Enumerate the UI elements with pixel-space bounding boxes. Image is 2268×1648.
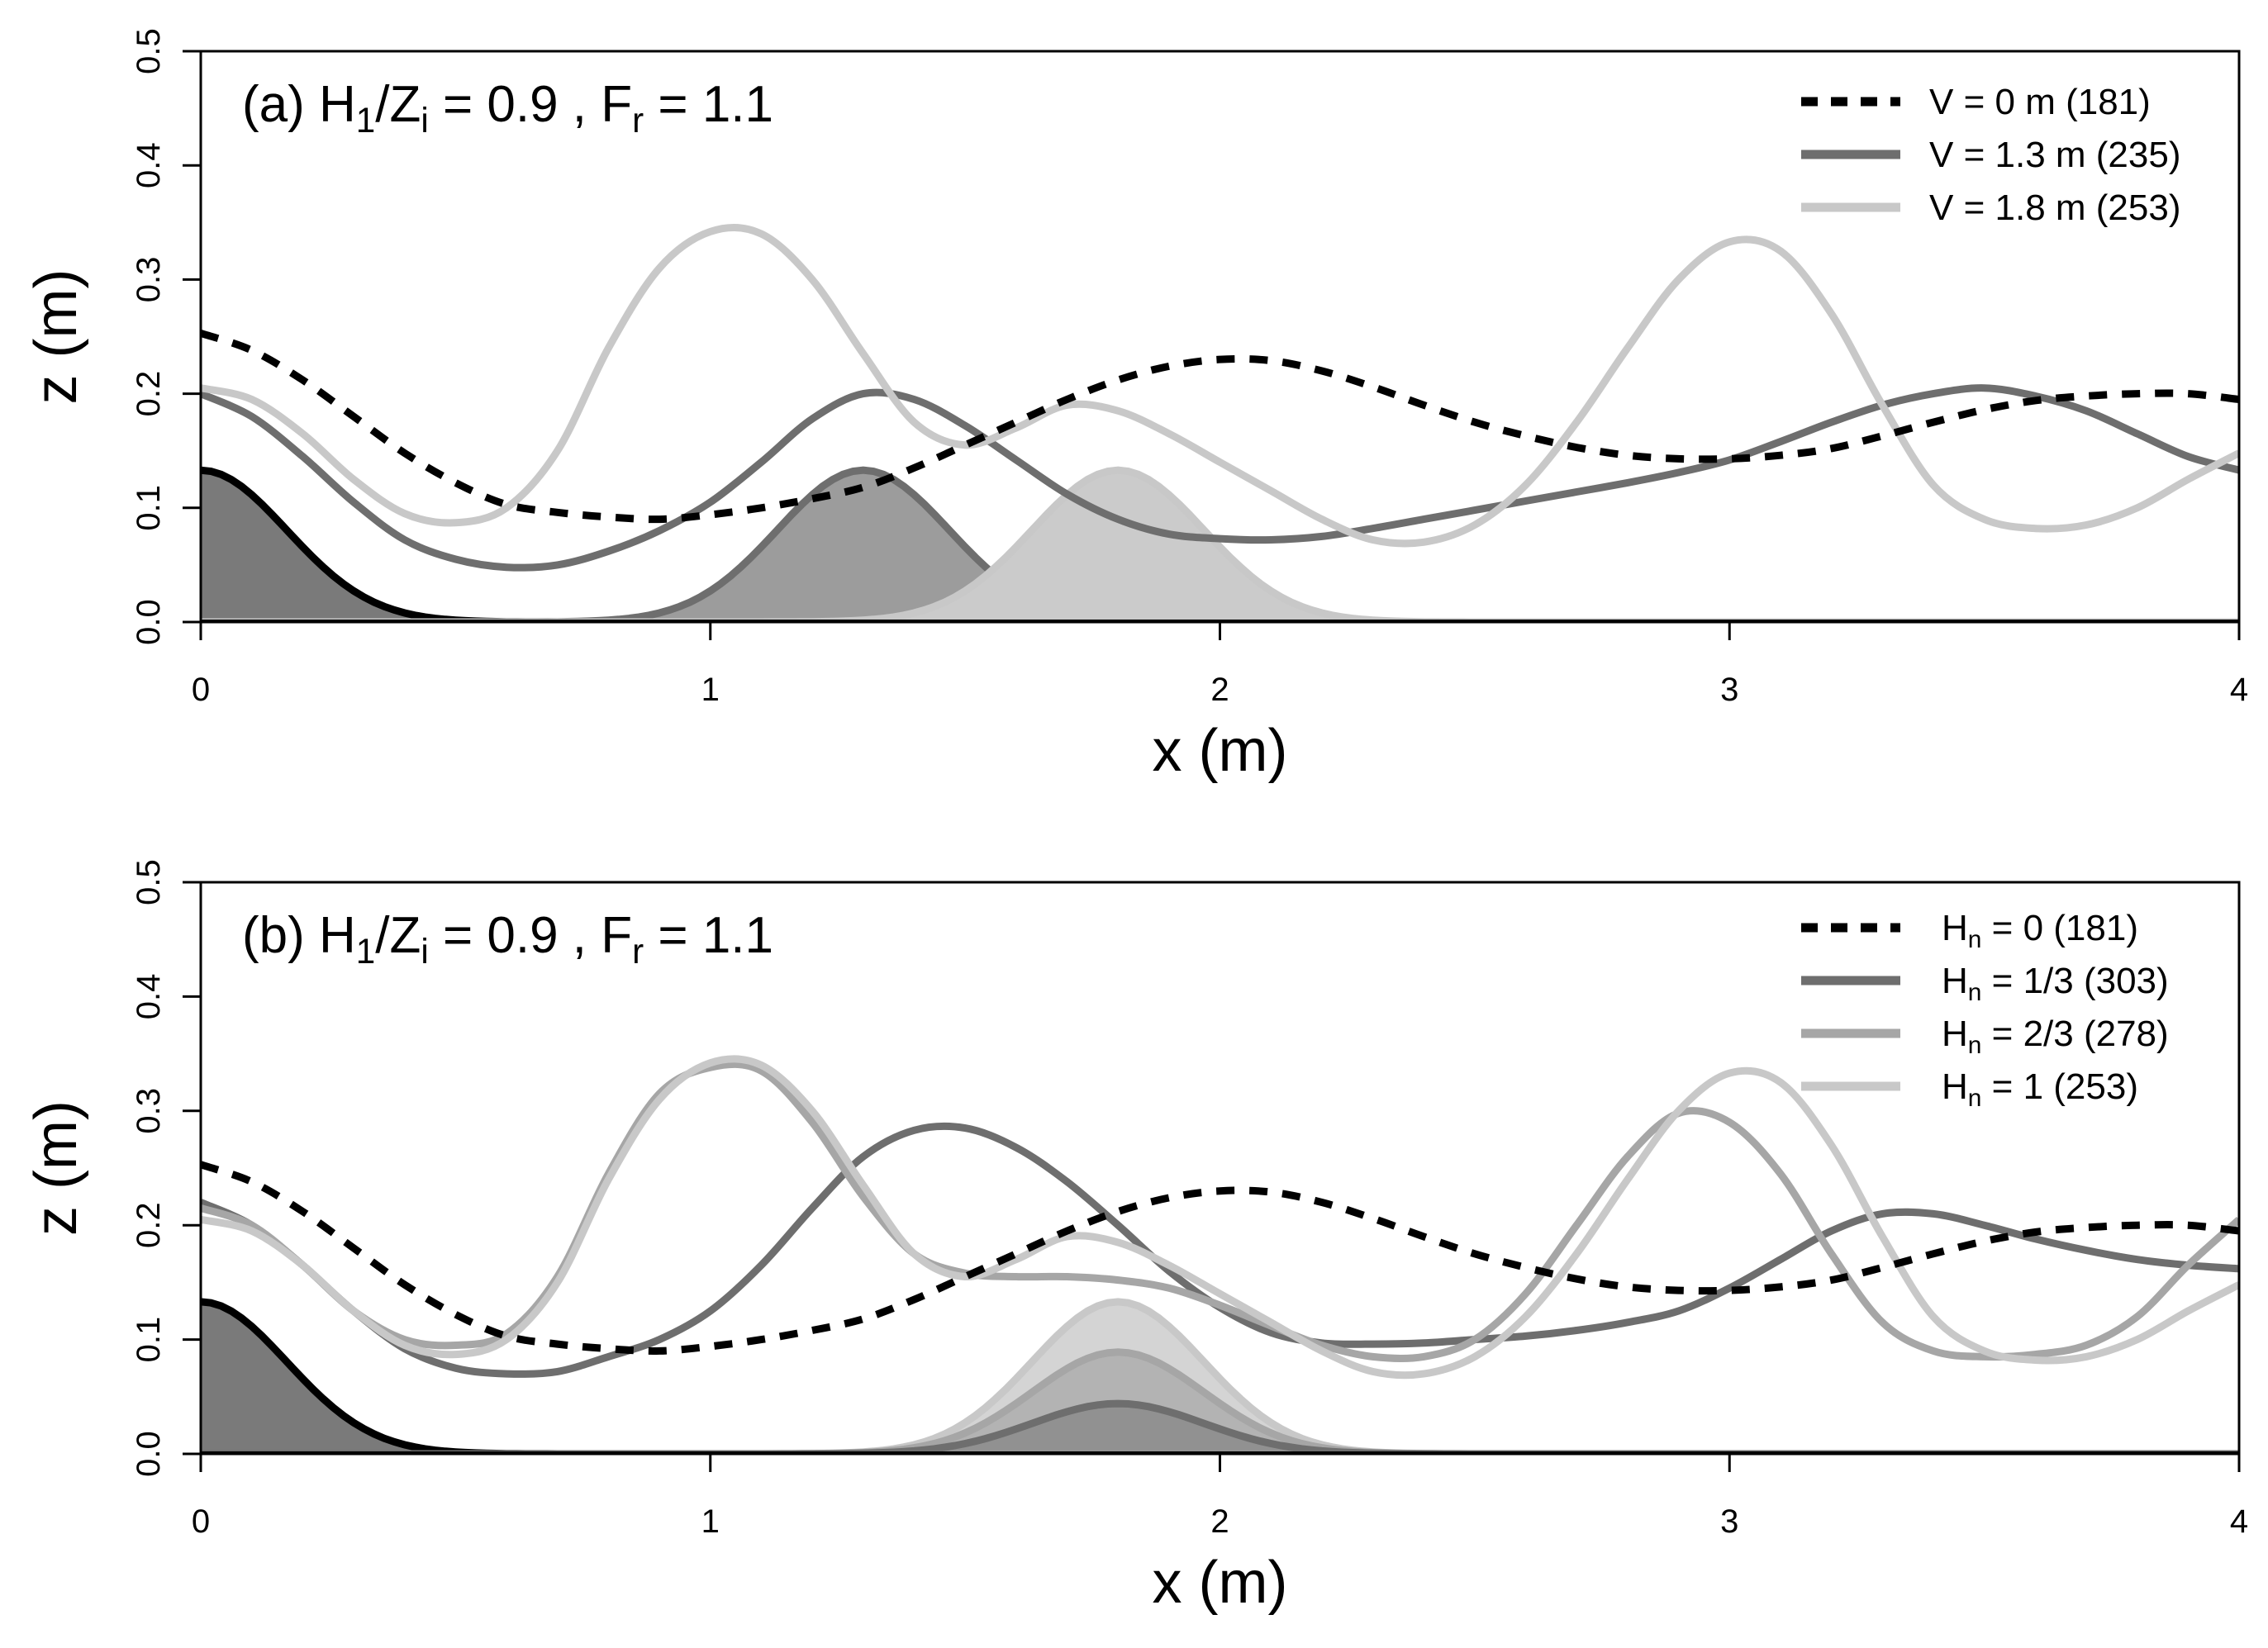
subscript: n [1968, 1032, 1982, 1059]
topography-outline-hill-hn1 [201, 1298, 2239, 1454]
text-part: = 0.9 , F [429, 907, 632, 964]
subscript: n [1968, 979, 1982, 1006]
series-line-2 [201, 223, 2239, 548]
series-line-0 [201, 330, 2239, 524]
text-part: = 2/3 (278) [1981, 1014, 2168, 1054]
panel-b: 0 1 2 3 40.00.10.20.30.40.5x (m)z (m)(b) H1/… [23, 859, 2248, 1616]
x-tick-label: 3 [1720, 1503, 1738, 1540]
text-part: = 1 (253) [1981, 1066, 2138, 1107]
y-tick-label: 0.5 [131, 859, 167, 905]
panel-title: (b) H1/Zi = 0.9 , Fr = 1.1 [242, 907, 773, 971]
series-line-3 [201, 1055, 2239, 1380]
panel-a: 0 1 2 3 40.00.10.20.30.40.5x (m)z (m)(a) H1/… [23, 28, 2248, 784]
text-part: H [1942, 961, 1968, 1001]
text-part: /Z [375, 907, 421, 964]
topography-fill-hill-x1.8 [201, 470, 2239, 622]
subscript: 1 [356, 932, 375, 971]
subscript: n [1968, 926, 1982, 953]
text-part: V = 0 m (181) [1929, 82, 2151, 122]
panel-title: (a) H1/Zi = 0.9 , Fr = 1.1 [242, 76, 773, 140]
y-tick-label: 0.1 [131, 1317, 167, 1363]
legend-label: Hn = 2/3 (278) [1942, 1014, 2169, 1059]
text-part: H [1942, 1066, 1968, 1107]
x-tick-label: 4 [2230, 1503, 2248, 1540]
y-tick-label: 0.4 [131, 974, 167, 1020]
legend-label: Hn = 1 (253) [1942, 1066, 2138, 1112]
x-axis-title: x (m) [1153, 1550, 1288, 1616]
x-tick-label: 4 [2230, 672, 2248, 708]
text-part: H [1942, 908, 1968, 948]
x-tick-label: 1 [701, 672, 720, 708]
x-tick-label: 0 [192, 672, 210, 708]
topography-outline-hill-x1.8 [201, 466, 2239, 622]
subscript: n [1968, 1085, 1982, 1112]
legend-label: V = 1.8 m (253) [1929, 188, 2180, 228]
topography-outline-hill-hn1-3 [201, 1399, 2239, 1454]
y-axis-title: z (m) [23, 269, 89, 405]
plot-area: 0 1 2 3 40.00.10.20.30.40.5x (m)z (m)(b) H1/… [23, 859, 2248, 1616]
text-part: = 1.1 [644, 76, 773, 133]
y-tick-label: 0.0 [131, 599, 167, 645]
y-axis-title: z (m) [23, 1100, 89, 1236]
y-tick-label: 0.2 [131, 1202, 167, 1248]
subscript: i [421, 932, 428, 971]
plot-content [201, 223, 2239, 622]
x-tick-label: 3 [1720, 672, 1738, 708]
text-part: /Z [375, 76, 421, 133]
legend-label: V = 1.3 m (235) [1929, 135, 2180, 175]
subscript: 1 [356, 101, 375, 140]
text-part: V = 1.8 m (253) [1929, 188, 2180, 228]
x-axis-title: x (m) [1153, 718, 1288, 784]
y-tick-label: 0.0 [131, 1431, 167, 1477]
text-part: (b) H [242, 907, 356, 964]
legend: Hn = 0 (181)Hn = 1/3 (303)Hn = 2/3 (278)… [1801, 908, 2169, 1112]
y-tick-label: 0.5 [131, 28, 167, 74]
series-line-1 [201, 384, 2239, 572]
subscript: r [632, 932, 644, 971]
series-line-1 [201, 1122, 2239, 1378]
plot-frame [199, 881, 2241, 1456]
x-tick-label: 2 [1210, 1503, 1229, 1540]
legend-label: Hn = 0 (181) [1942, 908, 2138, 953]
subscript: r [632, 101, 644, 140]
y-tick-label: 0.2 [131, 371, 167, 417]
y-tick-label: 0.4 [131, 142, 167, 188]
legend: V = 0 m (181) V = 1.3 m (235) V = 1.8 m (2… [1801, 82, 2180, 228]
x-tick-label: 1 [701, 1503, 720, 1540]
legend-label: V = 0 m (181) [1929, 82, 2151, 122]
legend-label: Hn = 1/3 (303) [1942, 961, 2169, 1006]
topography-outline-hill-hn2-3 [201, 1348, 2239, 1454]
x-tick-label: 0 [192, 1503, 210, 1540]
topography-fill-hill-hn1-3 [201, 1403, 2239, 1454]
y-tick-label: 0.3 [131, 1088, 167, 1134]
text-part: (a) H [242, 76, 356, 133]
text-part: = 0 (181) [1981, 908, 2138, 948]
text-part: = 0.9 , F [429, 76, 632, 133]
text-part: V = 1.3 m (235) [1929, 135, 2180, 175]
subscript: i [421, 101, 428, 140]
series-line-0 [201, 1161, 2239, 1355]
y-tick-label: 0.3 [131, 257, 167, 303]
y-tick-label: 0.1 [131, 485, 167, 531]
text-part: H [1942, 1014, 1968, 1054]
text-part: = 1/3 (303) [1981, 961, 2168, 1001]
x-tick-label: 2 [1210, 672, 1229, 708]
plot-area: 0 1 2 3 40.00.10.20.30.40.5x (m)z (m)(a) H1/… [23, 28, 2248, 784]
plot-content [201, 1055, 2239, 1454]
text-part: = 1.1 [644, 907, 773, 964]
